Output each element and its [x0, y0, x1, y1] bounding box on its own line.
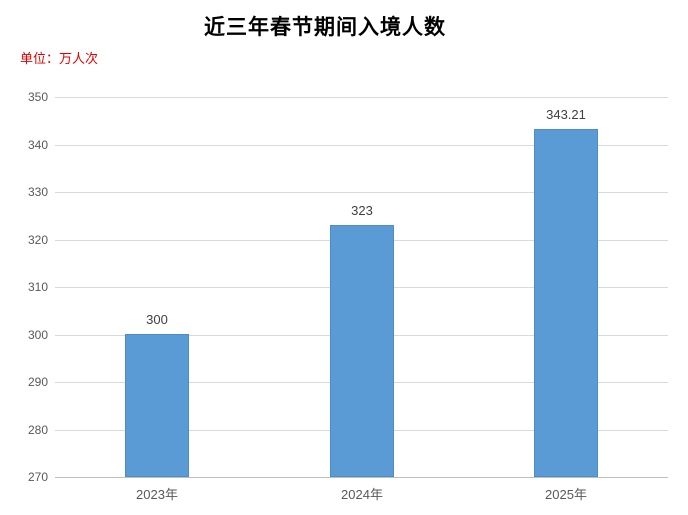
gridline — [55, 145, 668, 146]
x-tick-label: 2023年 — [136, 487, 178, 502]
y-tick-label: 350 — [27, 90, 48, 104]
y-tick-label: 280 — [27, 423, 48, 437]
y-tick-label: 310 — [27, 280, 48, 294]
chart-title: 近三年春节期间入境人数 — [204, 14, 446, 39]
gridline — [55, 192, 668, 193]
bar-2025年 — [534, 129, 598, 477]
bar-value-label: 343.21 — [546, 107, 586, 122]
y-tick-label: 330 — [27, 185, 48, 199]
bar-2024年 — [330, 225, 394, 477]
y-tick-label: 290 — [27, 375, 48, 389]
x-tick-label: 2024年 — [341, 487, 383, 502]
bar-value-label: 300 — [146, 312, 168, 327]
y-tick-label: 270 — [27, 470, 48, 484]
gridline — [55, 97, 668, 98]
x-axis-line — [55, 477, 668, 478]
bar-2023年 — [125, 334, 189, 477]
unit-label: 单位：万人次 — [20, 51, 99, 66]
bar-value-label: 323 — [351, 203, 373, 218]
plot-area: 300 323 343.21 — [55, 97, 668, 478]
x-tick-label: 2025年 — [545, 487, 587, 502]
y-tick-label: 320 — [27, 233, 48, 247]
y-tick-label: 300 — [27, 328, 48, 342]
y-tick-label: 340 — [27, 138, 48, 152]
